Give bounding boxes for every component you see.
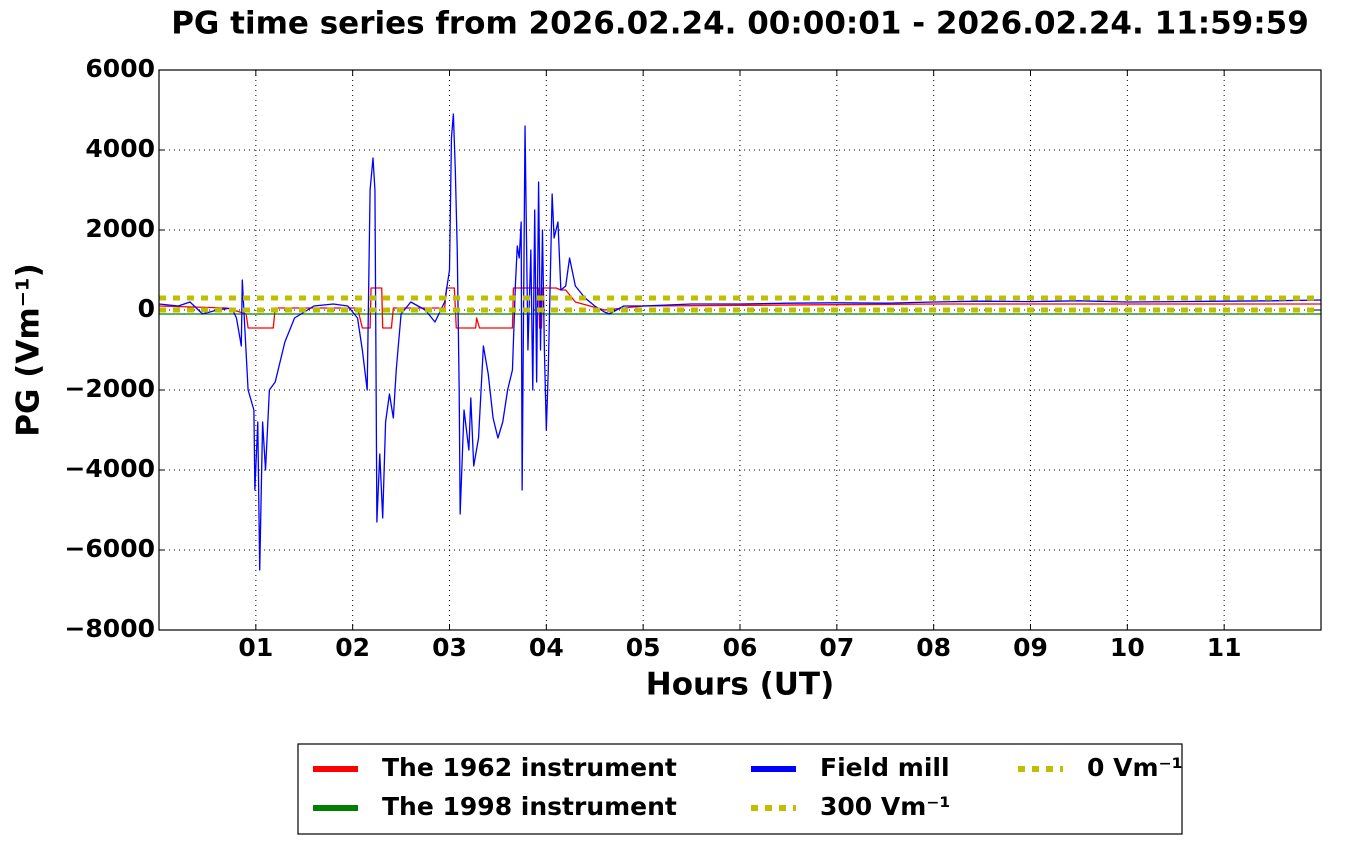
x-tick-label: 05 bbox=[626, 633, 661, 662]
legend: The 1962 instrument The 1998 instrument Fi… bbox=[313, 753, 1183, 821]
y-tick-label: 4000 bbox=[85, 134, 155, 163]
legend-label: 0 Vm⁻¹ bbox=[1087, 753, 1183, 782]
y-tick-label: 0 bbox=[138, 294, 155, 323]
legend-label: The 1962 instrument bbox=[382, 753, 677, 782]
legend-label: 300 Vm⁻¹ bbox=[820, 792, 950, 821]
y-tick-label: −6000 bbox=[64, 534, 155, 563]
legend-box bbox=[297, 743, 1183, 835]
series-line bbox=[159, 113, 1321, 571]
legend-label: Field mill bbox=[820, 753, 950, 782]
x-tick-label: 06 bbox=[723, 633, 758, 662]
y-tick-label: −8000 bbox=[64, 614, 155, 643]
y-axis-label: PG (Vm⁻¹) bbox=[11, 263, 47, 437]
plot-frame bbox=[158, 69, 1322, 631]
legend-label: The 1998 instrument bbox=[382, 792, 677, 821]
x-tick-label: 03 bbox=[432, 633, 467, 662]
x-tick-label: 11 bbox=[1207, 633, 1242, 662]
y-tick-label: −2000 bbox=[64, 374, 155, 403]
plot-area bbox=[159, 70, 1321, 630]
y-tick-label: −4000 bbox=[64, 454, 155, 483]
x-tick-label: 04 bbox=[529, 633, 564, 662]
chart-title: PG time series from 2026.02.24. 00:00:01… bbox=[171, 6, 1309, 42]
x-axis-label: Hours (UT) bbox=[646, 667, 835, 703]
x-tick-label: 09 bbox=[1013, 633, 1048, 662]
y-tick-label: 2000 bbox=[85, 214, 155, 243]
x-tick-label: 02 bbox=[335, 633, 370, 662]
x-tick-label: 08 bbox=[916, 633, 951, 662]
y-tick-label: 6000 bbox=[85, 54, 155, 83]
x-tick-label: 01 bbox=[238, 633, 273, 662]
x-tick-label: 07 bbox=[819, 633, 854, 662]
x-tick-label: 10 bbox=[1110, 633, 1145, 662]
